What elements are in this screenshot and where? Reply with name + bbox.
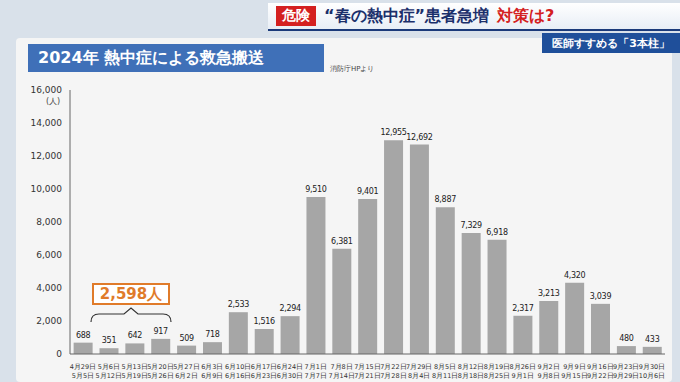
svg-text:8月12日8月18日: 8月12日8月18日 bbox=[458, 363, 484, 380]
html-text:医師すすめる「3本柱」: 医師すすめる「3本柱」 bbox=[552, 36, 670, 50]
svg-text:2,294: 2,294 bbox=[279, 304, 301, 313]
svg-text:12,692: 12,692 bbox=[406, 133, 432, 142]
svg-text:351: 351 bbox=[102, 336, 117, 345]
svg-text:6月24日6月30日: 6月24日6月30日 bbox=[277, 363, 303, 380]
svg-text:433: 433 bbox=[645, 335, 660, 344]
svg-text:8,000: 8,000 bbox=[36, 217, 62, 227]
svg-text:2,317: 2,317 bbox=[512, 304, 534, 313]
svg-text:8月26日9月1日: 8月26日9月1日 bbox=[510, 363, 536, 380]
svg-text:1,516: 1,516 bbox=[254, 317, 276, 326]
svg-text:718: 718 bbox=[205, 330, 220, 339]
svg-text:6月10日6月16日: 6月10日6月16日 bbox=[225, 363, 251, 380]
svg-text:642: 642 bbox=[128, 331, 143, 340]
svg-text:10,000: 10,000 bbox=[31, 184, 63, 194]
svg-text:9月30日10月6日: 9月30日10月6日 bbox=[639, 363, 665, 380]
svg-text:4,320: 4,320 bbox=[564, 271, 586, 280]
svg-text:7,329: 7,329 bbox=[460, 221, 482, 230]
svg-text:16,000: 16,000 bbox=[31, 85, 63, 95]
html-text:危険: 危険 bbox=[282, 7, 310, 23]
svg-text:4,000: 4,000 bbox=[36, 283, 62, 293]
svg-text:9月9日9月15日: 9月9日9月15日 bbox=[561, 363, 587, 380]
svg-text:8,887: 8,887 bbox=[435, 195, 457, 204]
svg-text:8月19日8月25日: 8月19日8月25日 bbox=[484, 363, 510, 380]
svg-text:2,533: 2,533 bbox=[228, 300, 250, 309]
svg-text:9,401: 9,401 bbox=[357, 187, 379, 196]
svg-text:3,213: 3,213 bbox=[538, 289, 560, 298]
svg-text:480: 480 bbox=[619, 334, 634, 343]
svg-text:5月6日5月12日: 5月6日5月12日 bbox=[96, 363, 122, 380]
svg-text:6月3日6月9日: 6月3日6月9日 bbox=[201, 363, 223, 380]
svg-text:12,000: 12,000 bbox=[31, 151, 63, 161]
svg-text:0: 0 bbox=[56, 349, 62, 359]
svg-text:12,955: 12,955 bbox=[380, 128, 406, 137]
html-text:対策は?: 対策は? bbox=[497, 5, 555, 25]
svg-text:6月17日6月23日: 6月17日6月23日 bbox=[251, 363, 277, 380]
svg-text:9月23日9月29日: 9月23日9月29日 bbox=[613, 363, 639, 380]
svg-text:14,000: 14,000 bbox=[31, 118, 63, 128]
html-text:2,598人: 2,598人 bbox=[99, 284, 163, 303]
svg-text:688: 688 bbox=[76, 331, 91, 340]
html-text:(人): (人) bbox=[46, 97, 61, 106]
svg-text:9月2日9月8日: 9月2日9月8日 bbox=[537, 363, 559, 380]
svg-text:9,510: 9,510 bbox=[305, 185, 327, 194]
svg-text:917: 917 bbox=[154, 327, 169, 336]
svg-text:7月15日7月21日: 7月15日7月21日 bbox=[354, 363, 380, 380]
svg-text:5月20日5月26日: 5月20日5月26日 bbox=[147, 363, 173, 380]
svg-text:8月5日8月11日: 8月5日8月11日 bbox=[432, 363, 458, 380]
html-text:“春の熱中症”患者急増: “春の熱中症”患者急増 bbox=[324, 5, 489, 25]
svg-text:7月22日7月28日: 7月22日7月28日 bbox=[380, 363, 406, 380]
svg-text:4月29日5月5日: 4月29日5月5日 bbox=[70, 363, 96, 380]
svg-text:5月13日5月19日: 5月13日5月19日 bbox=[121, 363, 147, 380]
svg-text:5月27日6月2日: 5月27日6月2日 bbox=[173, 363, 199, 380]
svg-text:7月29日8月4日: 7月29日8月4日 bbox=[406, 363, 432, 380]
svg-text:3,039: 3,039 bbox=[590, 292, 612, 301]
svg-text:6,000: 6,000 bbox=[36, 250, 62, 260]
svg-text:6,381: 6,381 bbox=[331, 237, 353, 246]
svg-text:6,918: 6,918 bbox=[486, 228, 508, 237]
svg-text:9月16日9月22日: 9月16日9月22日 bbox=[587, 363, 613, 380]
html-text:2024年 熱中症による救急搬送: 2024年 熱中症による救急搬送 bbox=[38, 47, 265, 67]
html-text:消防庁HPより: 消防庁HPより bbox=[330, 65, 375, 73]
svg-text:7月8日7月14日: 7月8日7月14日 bbox=[328, 363, 354, 380]
svg-text:2,000: 2,000 bbox=[36, 316, 62, 326]
svg-text:7月1日7月7日: 7月1日7月7日 bbox=[305, 363, 327, 380]
svg-text:509: 509 bbox=[179, 334, 194, 343]
